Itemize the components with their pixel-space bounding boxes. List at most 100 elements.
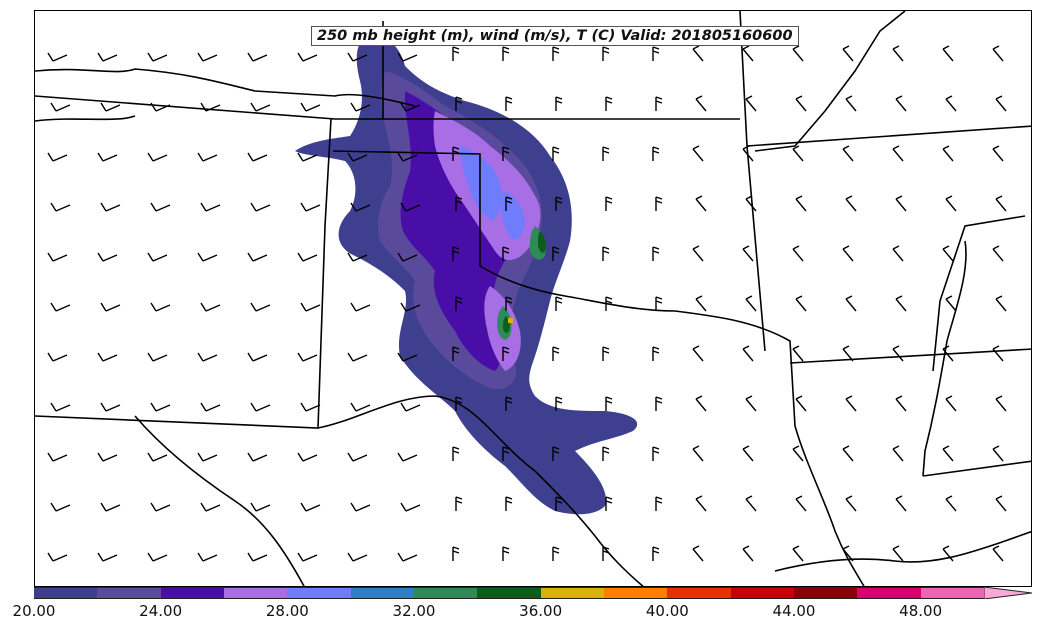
wind-barb — [742, 345, 754, 362]
wind-barb — [100, 402, 121, 412]
wind-barb — [197, 452, 218, 462]
wind-barb — [552, 546, 560, 561]
wind-barb — [995, 395, 1007, 412]
colorbar-segment — [857, 587, 921, 599]
wind-barb — [297, 52, 318, 62]
colorbar-segment — [287, 587, 351, 599]
colorbar-segment — [413, 587, 478, 599]
wind-barb — [505, 296, 513, 311]
wind-barb — [200, 102, 221, 112]
wind-barb — [845, 195, 857, 212]
wind-barb — [97, 152, 118, 162]
wind-barb — [692, 245, 704, 262]
colorbar-segment — [730, 587, 794, 599]
wind-barb — [47, 52, 68, 62]
wind-barb — [197, 252, 218, 262]
wind-barb — [455, 196, 463, 211]
wind-barb — [652, 446, 660, 461]
wind-barb — [695, 495, 707, 512]
wind-barb — [350, 402, 371, 412]
wind-barb — [605, 496, 613, 511]
wind-barb — [455, 496, 463, 511]
wind-barb — [995, 295, 1007, 312]
wind-barb — [247, 352, 268, 362]
wind-barb — [992, 345, 1004, 362]
wind-barb — [792, 245, 804, 262]
wind-barb — [100, 102, 121, 112]
wind-barb — [602, 346, 610, 361]
colorbar-tick-label: 36.00 — [519, 602, 563, 620]
wind-barb — [945, 295, 957, 312]
wind-barb — [895, 295, 907, 312]
wind-barb — [397, 452, 418, 462]
wind-barb — [795, 195, 807, 212]
colorbar-segment — [97, 587, 161, 599]
wind-barb — [97, 352, 118, 362]
colorbar-extend-arrow — [984, 587, 1033, 599]
wind-barb — [200, 202, 221, 212]
wind-barb — [555, 96, 563, 111]
wind-barb — [692, 545, 704, 562]
wind-barb — [692, 445, 704, 462]
colorbar-tick-label: 28.00 — [265, 602, 309, 620]
wind-barb — [992, 545, 1004, 562]
wind-barb — [100, 302, 121, 312]
wind-barb — [97, 52, 118, 62]
wind-barb — [942, 345, 954, 362]
wind-barb — [200, 302, 221, 312]
wind-barb — [452, 146, 460, 161]
wind-barb — [842, 445, 854, 462]
wind-barb — [452, 46, 460, 61]
wind-barb — [655, 496, 663, 511]
wind-barb — [400, 202, 421, 212]
wind-barb — [455, 396, 463, 411]
wind-barb — [742, 545, 754, 562]
wind-barb — [745, 195, 757, 212]
wind-barb — [247, 452, 268, 462]
wind-barb — [250, 302, 271, 312]
wind-barb — [397, 152, 418, 162]
wind-barb — [795, 395, 807, 412]
wind-barb — [792, 445, 804, 462]
wind-barb — [505, 496, 513, 511]
wind-barb — [695, 95, 707, 112]
wind-barb — [50, 502, 71, 512]
wind-barb — [742, 245, 754, 262]
wind-barb — [742, 45, 754, 62]
colorbar-segment — [667, 587, 731, 599]
wind-barb — [147, 52, 168, 62]
wind-barb — [150, 402, 171, 412]
wind-barb — [792, 545, 804, 562]
wind-barb — [347, 452, 368, 462]
colorbar-segment — [34, 587, 98, 599]
shaded-field — [295, 35, 638, 515]
map-canvas — [35, 11, 1031, 586]
map-title: 250 mb height (m), wind (m/s), T (C) Val… — [311, 26, 799, 46]
wind-barb — [247, 252, 268, 262]
wind-barbs — [47, 45, 1007, 562]
colorbar-segment — [477, 587, 541, 599]
wind-barb — [350, 302, 371, 312]
wind-barb — [792, 45, 804, 62]
wind-barb — [695, 195, 707, 212]
wind-barb — [502, 546, 510, 561]
wind-barb — [200, 402, 221, 412]
wind-barb — [452, 246, 460, 261]
wind-barb — [745, 495, 757, 512]
wind-barb — [845, 95, 857, 112]
wind-barb — [555, 196, 563, 211]
wind-barb — [400, 302, 421, 312]
wind-barb — [250, 402, 271, 412]
wind-barb — [605, 396, 613, 411]
wind-barb — [845, 495, 857, 512]
wind-barb — [995, 95, 1007, 112]
wind-barb — [502, 446, 510, 461]
wind-barb — [250, 502, 271, 512]
wind-barb — [602, 446, 610, 461]
wind-barb — [892, 545, 904, 562]
wind-barb — [452, 446, 460, 461]
wind-barb — [47, 152, 68, 162]
wind-barb — [350, 102, 371, 112]
wind-barb — [297, 252, 318, 262]
colorbar-tick-label: 48.00 — [899, 602, 943, 620]
